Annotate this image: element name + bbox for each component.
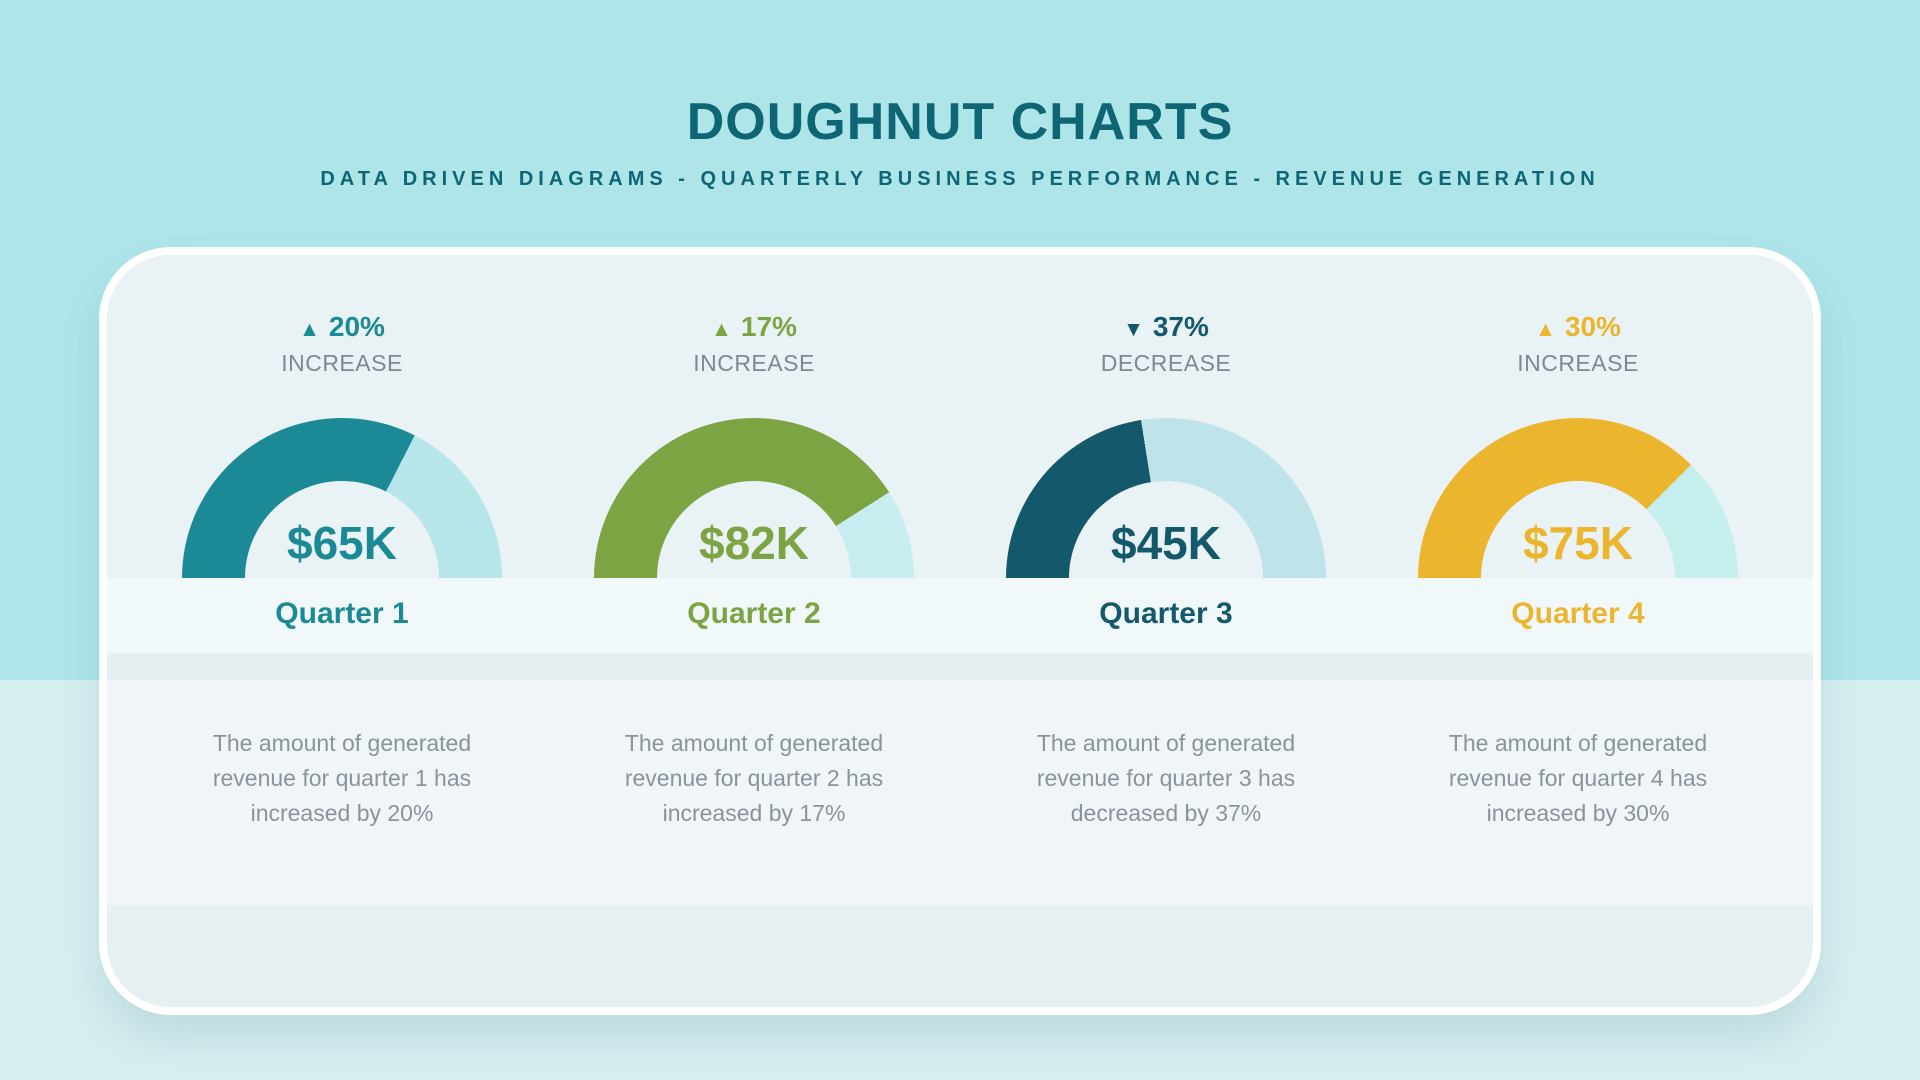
quarter-description: The amount of generated revenue for quar…	[960, 680, 1372, 905]
description-line: The amount of generated	[1448, 730, 1708, 756]
description-line: increased by 20%	[250, 800, 434, 826]
description-line: revenue for quarter 3 has	[1036, 765, 1296, 791]
change-indicator: ▲ 30% INCREASE	[1517, 311, 1639, 377]
change-arrow-icon: ▼	[1123, 318, 1144, 341]
change-direction-label: INCREASE	[693, 350, 815, 376]
chart-area: ▲ 20% INCREASE $65K ▲ 17% INCREASE $82K	[107, 255, 1813, 578]
change-percent-line: ▲ 30%	[1517, 311, 1639, 343]
doughnut-gauge: $65K	[182, 418, 502, 578]
change-percent-line: ▼ 37%	[1101, 311, 1232, 343]
chart-column-quarter-2: ▲ 17% INCREASE $82K	[548, 255, 960, 578]
description-line: revenue for quarter 4 has	[1448, 765, 1708, 791]
description-line: increased by 17%	[662, 800, 846, 826]
quarter-label: Quarter 2	[687, 596, 821, 630]
chart-column-quarter-3: ▼ 37% DECREASE $45K	[960, 255, 1372, 578]
change-direction-label: INCREASE	[281, 350, 403, 376]
change-direction-label: DECREASE	[1100, 350, 1232, 376]
quarter-label: Quarter 4	[1511, 596, 1645, 630]
page-title: DOUGHNUT CHARTS	[686, 93, 1234, 151]
change-indicator: ▼ 37% DECREASE	[1101, 311, 1232, 377]
description-line: revenue for quarter 1 has	[212, 765, 472, 791]
description-line: The amount of generated	[1036, 730, 1296, 756]
change-percent: 37%	[1152, 311, 1209, 342]
description-line: decreased by 37%	[1070, 800, 1262, 826]
divider-band	[107, 653, 1813, 680]
change-percent: 17%	[740, 311, 797, 342]
quarter-label: Quarter 1	[275, 596, 409, 630]
change-arrow-icon: ▲	[711, 318, 732, 341]
change-indicator: ▲ 17% INCREASE	[693, 311, 815, 377]
change-direction-label: INCREASE	[1517, 350, 1639, 376]
doughnut-gauge: $45K	[1006, 418, 1326, 578]
chart-column-quarter-4: ▲ 30% INCREASE $75K	[1372, 255, 1784, 578]
quarter-description: The amount of generated revenue for quar…	[1372, 680, 1784, 905]
change-percent-line: ▲ 17%	[693, 311, 815, 343]
chart-column-quarter-1: ▲ 20% INCREASE $65K	[136, 255, 548, 578]
gauge-value: $75K	[1523, 517, 1633, 569]
quarter-label: Quarter 3	[1099, 596, 1233, 630]
change-percent-line: ▲ 20%	[281, 311, 403, 343]
infographic-card: ▲ 20% INCREASE $65K ▲ 17% INCREASE $82K	[99, 247, 1821, 1015]
change-percent: 20%	[328, 311, 385, 342]
doughnut-gauge: $82K	[594, 418, 914, 578]
bottom-band	[107, 905, 1813, 1007]
gauge-value: $82K	[699, 517, 809, 569]
header: DOUGHNUT CHARTS DATA DRIVEN DIAGRAMS - Q…	[0, 92, 1920, 191]
page-subtitle: DATA DRIVEN DIAGRAMS - QUARTERLY BUSINES…	[320, 168, 1600, 190]
description-line: The amount of generated	[624, 730, 884, 756]
quarter-description: The amount of generated revenue for quar…	[548, 680, 960, 905]
description-line: The amount of generated	[212, 730, 472, 756]
change-arrow-icon: ▲	[1535, 318, 1556, 341]
description-area: The amount of generated revenue for quar…	[107, 680, 1813, 905]
doughnut-gauge: $75K	[1418, 418, 1738, 578]
gauge-value: $65K	[287, 517, 397, 569]
quarter-description: The amount of generated revenue for quar…	[136, 680, 548, 905]
change-indicator: ▲ 20% INCREASE	[281, 311, 403, 377]
change-percent: 30%	[1564, 311, 1621, 342]
description-line: increased by 30%	[1486, 800, 1670, 826]
gauge-value: $45K	[1111, 517, 1221, 569]
quarter-label-band: Quarter 1 Quarter 2 Quarter 3 Quarter 4	[107, 578, 1813, 653]
change-arrow-icon: ▲	[299, 318, 320, 341]
description-line: revenue for quarter 2 has	[624, 765, 884, 791]
